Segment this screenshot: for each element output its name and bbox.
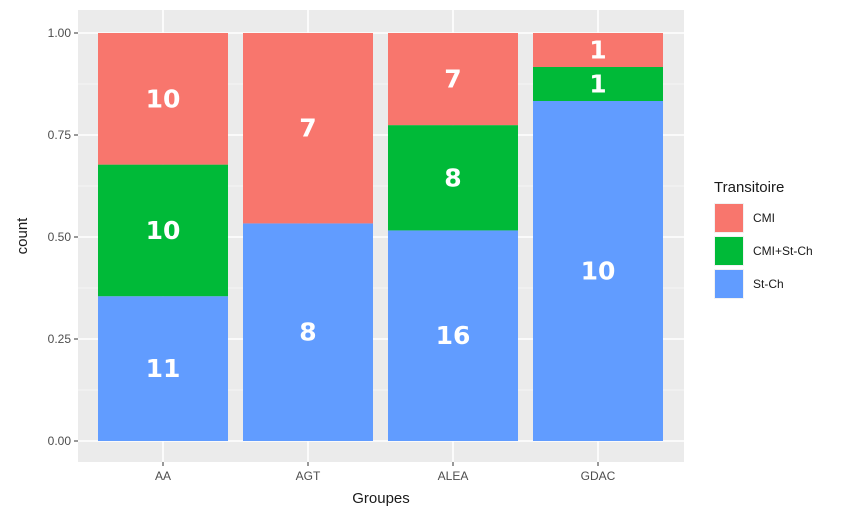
- x-tick-label: GDAC: [581, 469, 616, 483]
- bar-value-label: 8: [444, 163, 461, 192]
- bar-segment: [388, 125, 518, 231]
- bar-segment: [98, 164, 228, 297]
- bar-segment: [243, 33, 373, 224]
- bar-value-label: 8: [299, 318, 316, 347]
- legend-label: CMI+St-Ch: [753, 244, 813, 258]
- bar-segment: [388, 230, 518, 441]
- bar-segment: [243, 223, 373, 441]
- bar-value-label: 16: [436, 321, 471, 350]
- y-tick-label: 0.75: [48, 128, 72, 142]
- legend-swatch: [715, 237, 743, 265]
- bar-value-label: 1: [589, 70, 606, 99]
- bars: [98, 33, 663, 441]
- x-tick-label: AA: [155, 469, 171, 483]
- bar-segment: [533, 33, 663, 67]
- bar-value-label: 10: [581, 257, 616, 286]
- x-axis: AA AGT ALEA GDAC: [155, 462, 616, 483]
- bar-value-label: 10: [146, 84, 181, 113]
- bar-value-label: 10: [146, 216, 181, 245]
- x-tick-label: AGT: [296, 469, 321, 483]
- bar-segment: [98, 296, 228, 441]
- bar-value-label: 1: [589, 36, 606, 65]
- y-tick-label: 0.00: [48, 434, 72, 448]
- y-axis-title: count: [14, 217, 31, 255]
- y-tick-label: 1.00: [48, 26, 72, 40]
- legend-label: St-Ch: [753, 277, 784, 291]
- legend-label: CMI: [753, 211, 775, 225]
- y-tick-label: 0.50: [48, 230, 72, 244]
- y-axis: 0.00 0.25 0.50 0.75 1.00: [48, 26, 78, 448]
- x-tick-label: ALEA: [438, 469, 469, 483]
- legend-swatch: [715, 204, 743, 232]
- legend: Transitoire CMI CMI+St-Ch St-Ch: [714, 179, 813, 299]
- legend-swatch: [715, 270, 743, 298]
- bar-segment: [388, 33, 518, 126]
- bar-value-label: 11: [146, 354, 181, 383]
- y-tick-label: 0.25: [48, 332, 72, 346]
- bar-value-label: 7: [444, 65, 461, 94]
- bar-segment: [98, 33, 228, 165]
- bar-segment: [533, 67, 663, 101]
- x-axis-title: Groupes: [352, 490, 410, 507]
- bar-segment: [533, 101, 663, 441]
- bar-value-label: 7: [299, 114, 316, 143]
- legend-title: Transitoire: [714, 179, 784, 196]
